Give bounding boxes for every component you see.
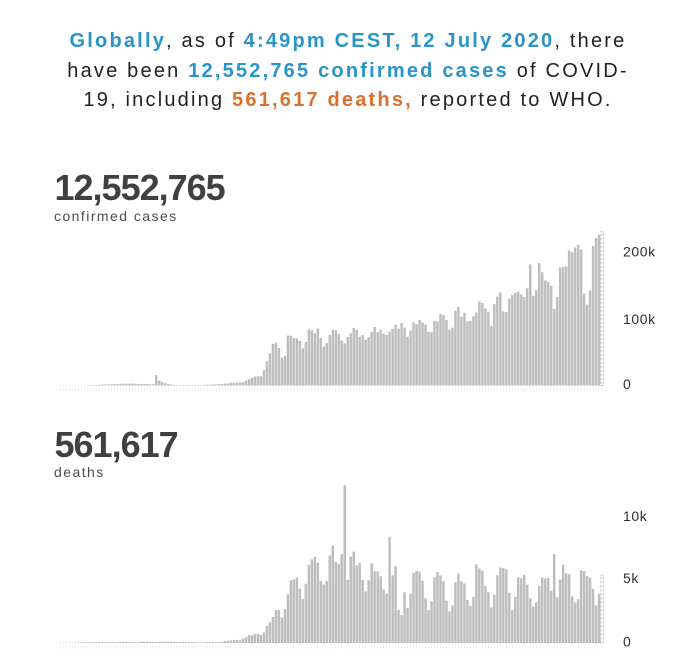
- svg-text:200k: 200k: [623, 243, 656, 259]
- svg-text:0: 0: [623, 634, 631, 650]
- svg-text:5k: 5k: [623, 570, 639, 586]
- svg-text:0: 0: [623, 376, 631, 392]
- svg-text:10k: 10k: [623, 508, 648, 524]
- svg-text:100k: 100k: [623, 311, 656, 327]
